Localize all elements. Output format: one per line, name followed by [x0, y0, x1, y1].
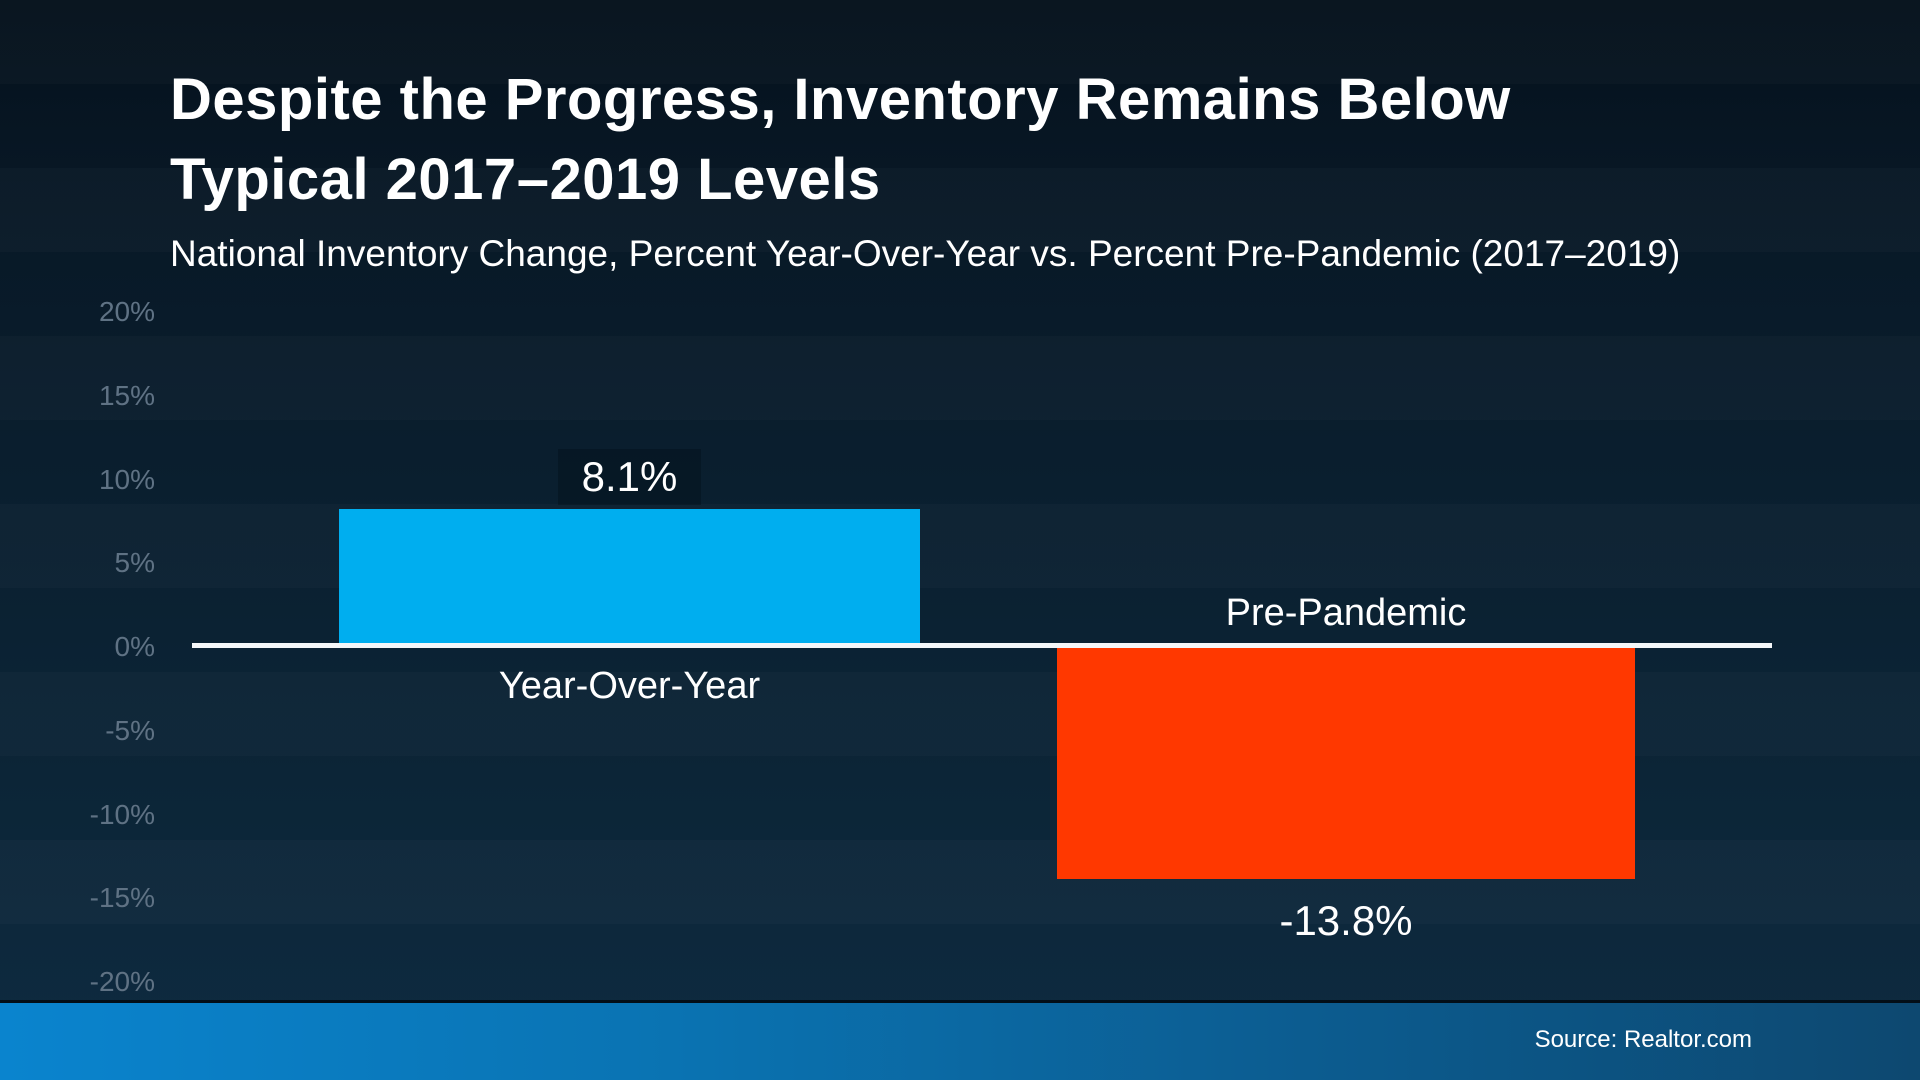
slide-subtitle: National Inventory Change, Percent Year-… — [170, 233, 1681, 274]
source-text: Source: Realtor.com — [1534, 1026, 1752, 1053]
y-tick-label: -10% — [89, 798, 155, 830]
y-tick-label: -20% — [89, 966, 155, 997]
bar-year-over-year — [339, 509, 920, 645]
footer-bar — [0, 1000, 1920, 1080]
y-tick-label: -5% — [105, 714, 155, 746]
y-tick-label: 5% — [114, 547, 155, 579]
y-tick-label: 0% — [114, 631, 155, 662]
category-label-pre-pandemic: Pre-Pandemic — [1225, 592, 1467, 634]
y-tick-label: 20% — [98, 296, 155, 327]
value-label-pre-pandemic-text: -13.8% — [1279, 897, 1413, 945]
value-label-year-over-year-text: 8.1% — [557, 449, 702, 506]
y-tick-label: 10% — [98, 463, 155, 495]
bar-pre-pandemic — [1057, 648, 1635, 880]
slide-title: Despite the Progress, Inventory Remains … — [170, 67, 1511, 212]
zero-axis-line — [192, 643, 1772, 648]
category-label-year-over-year: Year-Over-Year — [498, 665, 761, 707]
value-label-pre-pandemic: -13.8% — [1057, 893, 1635, 949]
value-label-year-over-year: 8.1% — [339, 449, 920, 506]
y-tick-label: -15% — [89, 882, 155, 914]
y-tick-label: 15% — [98, 379, 155, 411]
